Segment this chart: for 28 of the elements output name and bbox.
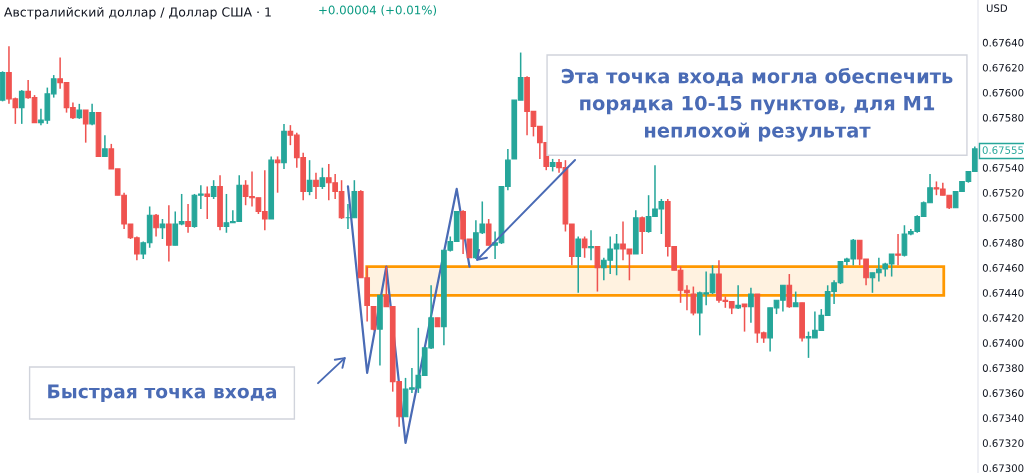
candlestick bbox=[895, 233, 901, 267]
y-tick-label: 0.67480 bbox=[982, 239, 1024, 247]
candlestick bbox=[82, 109, 89, 144]
y-tick-label: 0.67580 bbox=[982, 113, 1024, 122]
y-tick-label: 0.67320 bbox=[982, 439, 1024, 447]
text: USD bbox=[986, 4, 1008, 12]
y-tick-label: 0.67520 bbox=[982, 189, 1024, 197]
text: Австралийский доллар / Доллар США · 1 bbox=[4, 7, 271, 20]
y-tick-label: 0.67620 bbox=[982, 63, 1024, 72]
candlestick bbox=[319, 166, 326, 190]
y-tick-label: 0.67340 bbox=[982, 414, 1024, 422]
y-tick-label: 0.67300 bbox=[982, 464, 1024, 472]
y-tick-label: 0.67420 bbox=[982, 314, 1024, 322]
y-tick-label: 0.67460 bbox=[982, 264, 1024, 272]
y-tick-label: 0.67360 bbox=[982, 389, 1024, 397]
y-tick-label: 0.67640 bbox=[982, 38, 1024, 47]
y-tick-label: 0.67380 bbox=[982, 364, 1024, 372]
y-tick-label: 0.67600 bbox=[982, 88, 1024, 97]
y-tick-label: 0.67400 bbox=[982, 339, 1024, 347]
y-tick-label: 0.67500 bbox=[982, 214, 1024, 222]
text: 0.67555 bbox=[982, 146, 1024, 154]
annotation: Быстрая точка входа bbox=[48, 384, 277, 403]
y-tick-label: 0.67440 bbox=[982, 289, 1024, 297]
candlestick bbox=[581, 235, 588, 259]
y-tick-label: 0.67540 bbox=[982, 164, 1024, 172]
annotation: Эта точка входа могла обеспечить порядка 10-15 пунктов, для М1 неплохой результат bbox=[561, 67, 953, 142]
candlestick bbox=[0, 70, 6, 103]
annotation: +0.00004 (+0.01%) bbox=[319, 5, 437, 16]
